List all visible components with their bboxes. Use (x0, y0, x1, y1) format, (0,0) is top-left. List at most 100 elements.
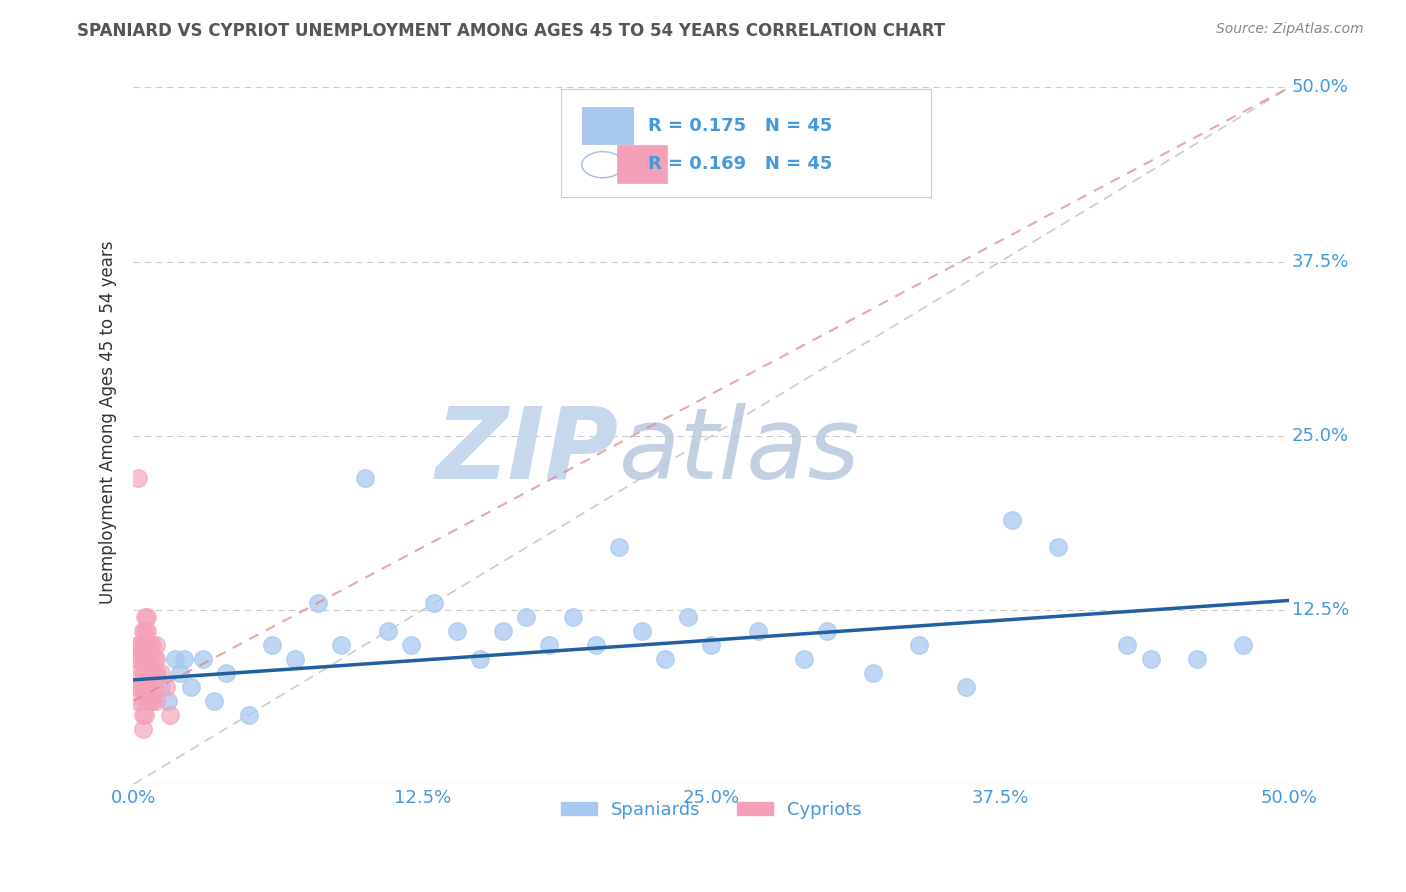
Point (862, 665, 884, 680)
Point (215, 665, 238, 680)
FancyBboxPatch shape (582, 107, 633, 145)
Point (131, 680, 153, 694)
Point (191, 652, 214, 666)
Point (654, 652, 676, 666)
Point (134, 638, 156, 652)
Point (129, 638, 152, 652)
Point (143, 652, 166, 666)
Y-axis label: Unemployment Among Ages 45 to 54 years: Unemployment Among Ages 45 to 54 years (100, 240, 117, 604)
Point (145, 638, 167, 652)
Point (173, 652, 195, 666)
Point (131, 624, 153, 639)
Point (134, 680, 156, 694)
Point (136, 652, 159, 666)
Point (607, 541, 630, 555)
FancyBboxPatch shape (561, 88, 931, 197)
Point (134, 652, 156, 666)
Point (353, 471, 375, 485)
Point (1185, 652, 1208, 666)
Point (150, 665, 173, 680)
Point (169, 665, 191, 680)
Point (330, 638, 353, 652)
Point (129, 652, 152, 666)
Point (136, 624, 159, 639)
Point (284, 652, 307, 666)
Point (127, 638, 149, 652)
Point (145, 694, 167, 708)
Point (700, 638, 723, 652)
Point (747, 624, 769, 639)
Point (138, 694, 160, 708)
Text: atlas: atlas (619, 402, 860, 500)
Point (163, 652, 186, 666)
Point (131, 722, 153, 736)
Legend: Spaniards, Cypriots: Spaniards, Cypriots (554, 794, 869, 826)
Text: 25.0%: 25.0% (1292, 427, 1348, 445)
Point (131, 694, 153, 708)
Point (141, 638, 163, 652)
Text: SPANIARD VS CYPRIOT UNEMPLOYMENT AMONG AGES 45 TO 54 YEARS CORRELATION CHART: SPANIARD VS CYPRIOT UNEMPLOYMENT AMONG A… (77, 22, 945, 40)
Point (143, 680, 166, 694)
Point (138, 638, 160, 652)
Point (260, 638, 283, 652)
Point (793, 652, 815, 666)
Point (145, 665, 167, 680)
Point (815, 624, 838, 639)
Point (955, 680, 977, 694)
Text: 37.5%: 37.5% (1292, 252, 1348, 270)
FancyBboxPatch shape (616, 145, 668, 183)
Point (134, 680, 156, 694)
Point (631, 624, 654, 639)
Point (446, 624, 468, 639)
Point (1139, 652, 1161, 666)
Point (159, 707, 181, 722)
Text: ZIP: ZIP (436, 402, 619, 500)
Point (307, 596, 329, 610)
Point (423, 596, 446, 610)
Point (138, 694, 160, 708)
Point (399, 638, 422, 652)
Point (150, 680, 173, 694)
Text: 12.5%: 12.5% (1292, 601, 1348, 619)
Point (127, 694, 149, 708)
Point (136, 694, 159, 708)
Point (138, 665, 160, 680)
Point (156, 694, 179, 708)
Point (136, 680, 159, 694)
Text: Source: ZipAtlas.com: Source: ZipAtlas.com (1216, 22, 1364, 37)
Point (377, 624, 399, 639)
Point (145, 652, 167, 666)
Point (136, 610, 159, 624)
Point (238, 707, 260, 722)
Point (134, 624, 156, 639)
Point (155, 680, 177, 694)
Point (1232, 638, 1254, 652)
Text: R = 0.175   N = 45: R = 0.175 N = 45 (648, 117, 832, 135)
Point (492, 624, 515, 639)
Point (908, 638, 931, 652)
Point (138, 652, 160, 666)
Point (131, 652, 153, 666)
Point (141, 694, 163, 708)
Point (134, 707, 156, 722)
Point (561, 610, 583, 624)
Point (1047, 541, 1070, 555)
Point (180, 680, 202, 694)
Point (131, 707, 153, 722)
Point (141, 665, 163, 680)
Point (676, 610, 699, 624)
Text: 50.0%: 50.0% (1292, 78, 1348, 96)
Point (1116, 638, 1139, 652)
Point (145, 665, 167, 680)
Text: R = 0.169   N = 45: R = 0.169 N = 45 (648, 155, 832, 173)
Point (538, 638, 561, 652)
Point (127, 665, 149, 680)
Point (515, 610, 537, 624)
Point (127, 652, 149, 666)
Point (468, 652, 491, 666)
Point (127, 471, 149, 485)
Point (585, 638, 607, 652)
Point (1001, 512, 1024, 526)
Point (127, 680, 149, 694)
Point (131, 665, 153, 680)
